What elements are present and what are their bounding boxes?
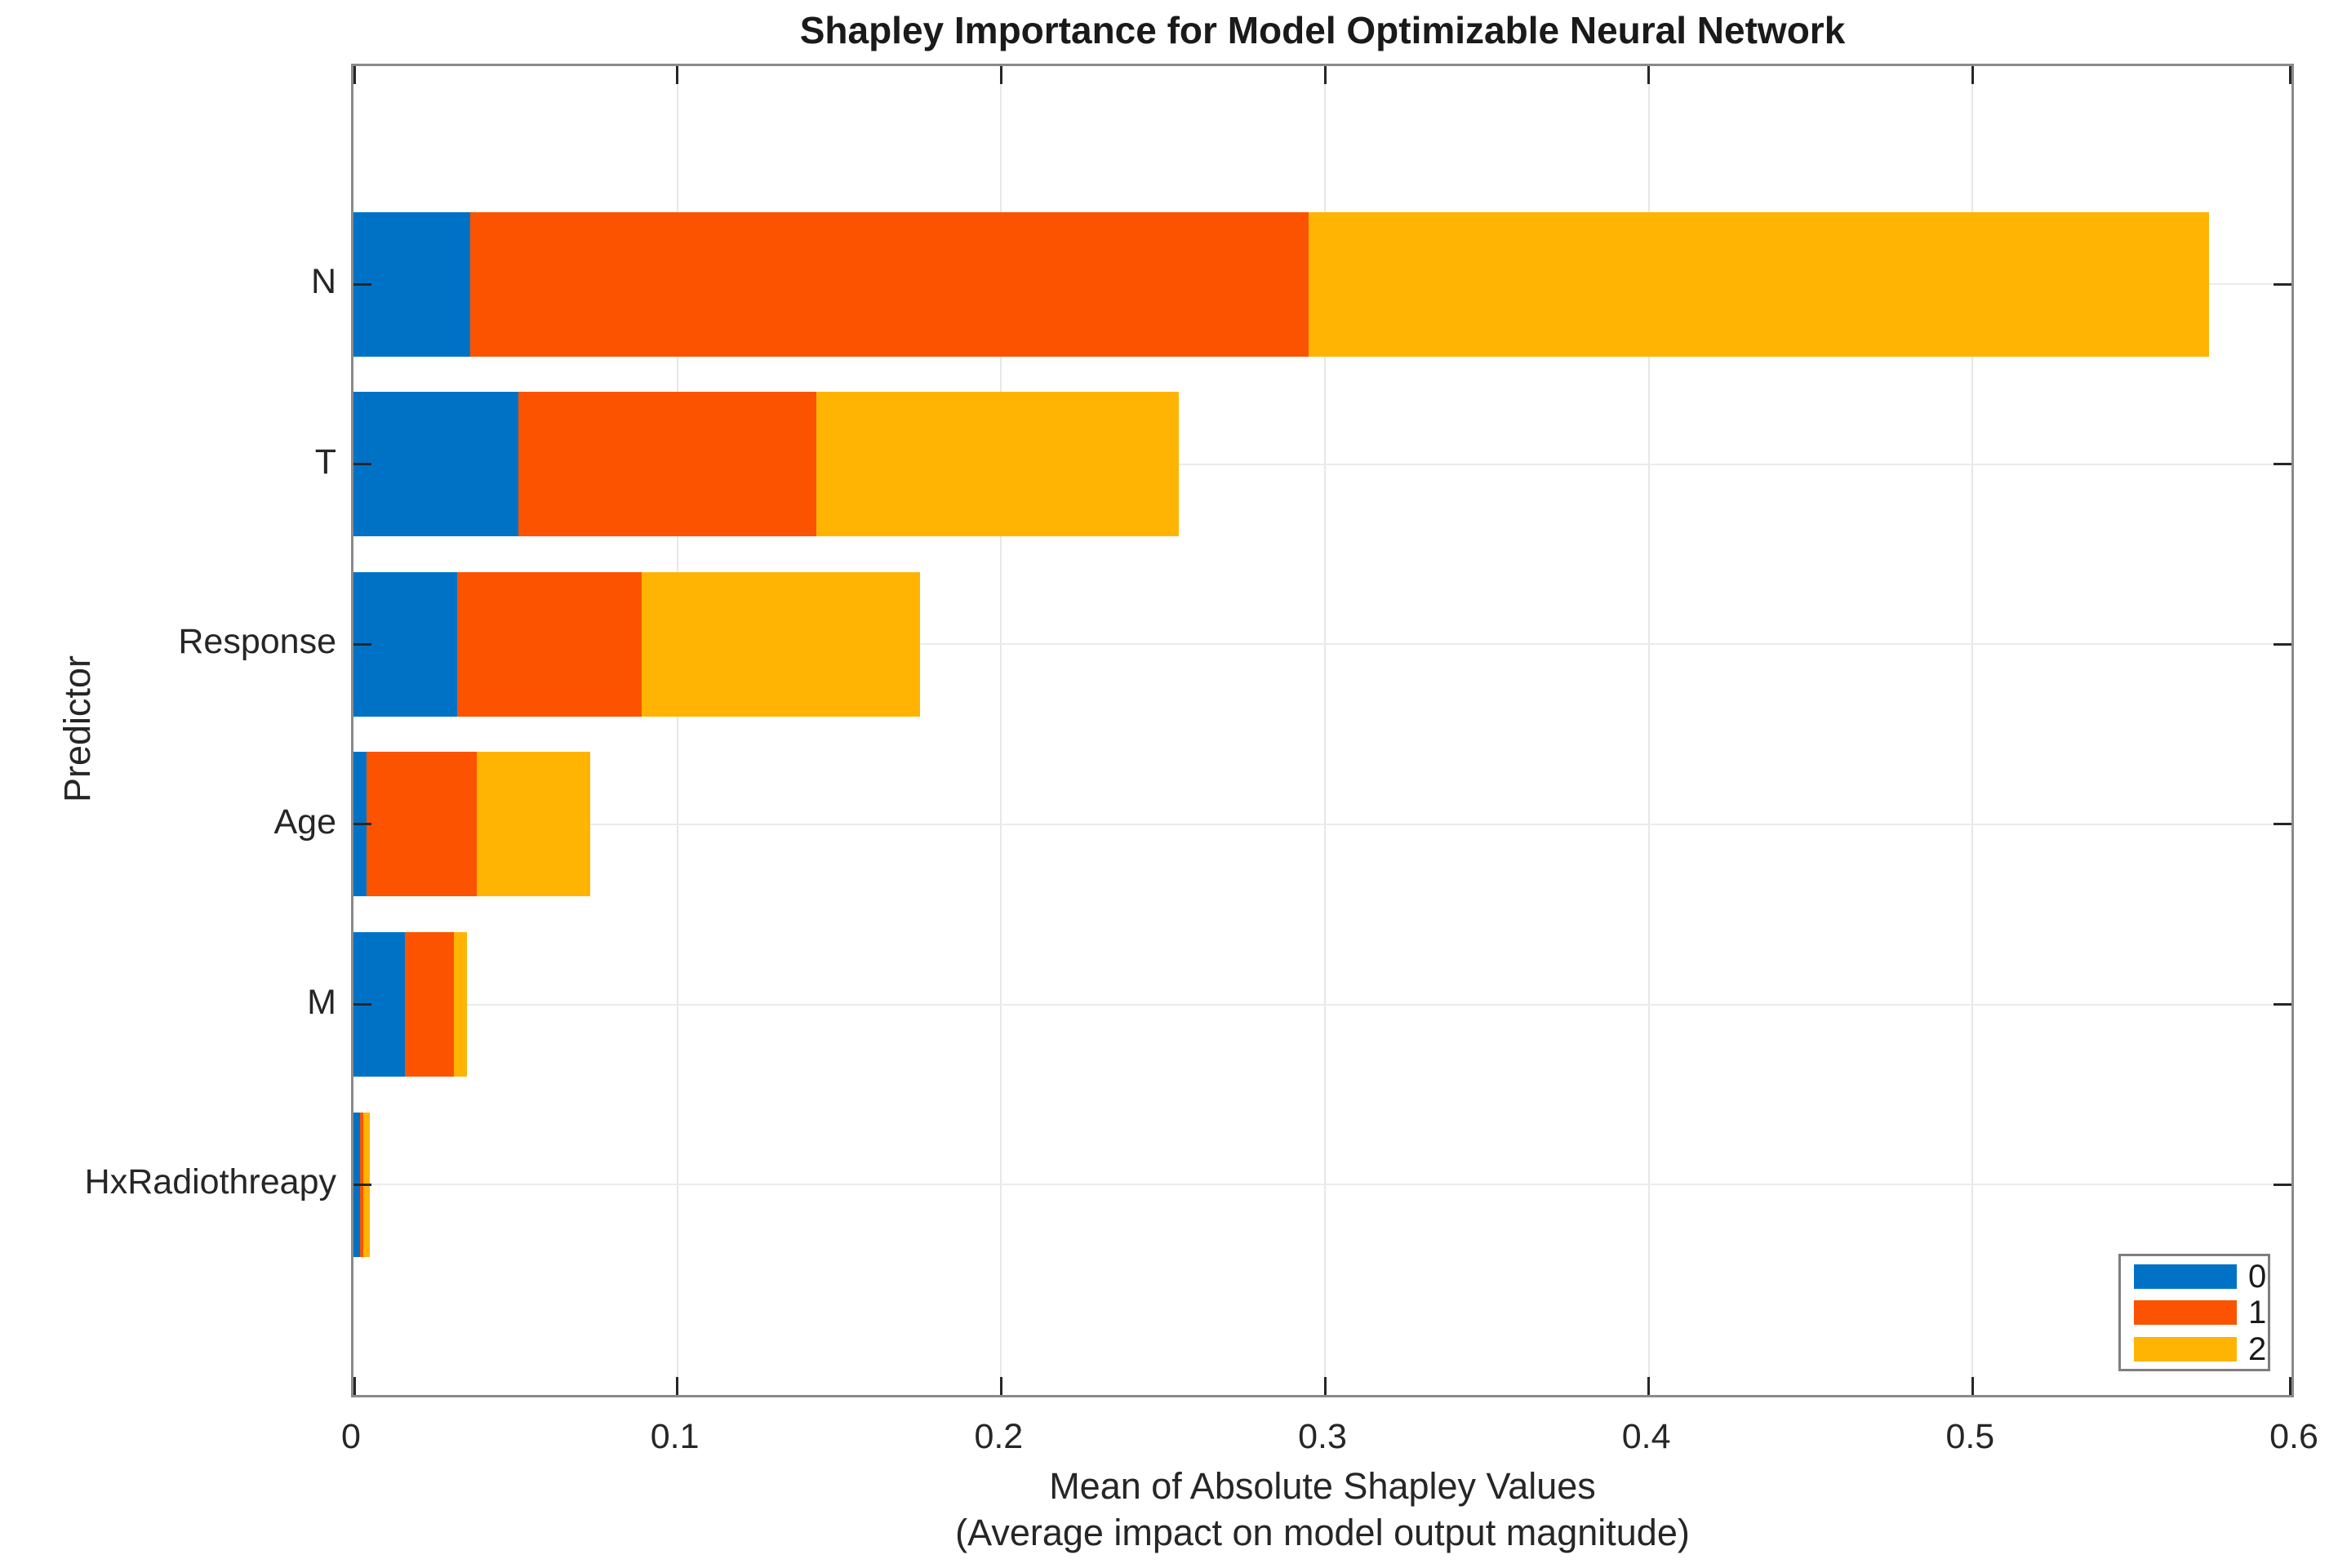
legend-swatch-0: [2134, 1264, 2237, 1289]
bar-row-response: [353, 571, 2296, 717]
x-gridline: [1000, 66, 1002, 1395]
y-tick-label-n: N: [310, 262, 336, 301]
x-tick-label: 0.6: [2269, 1417, 2318, 1456]
y-tick-right: [2274, 823, 2291, 826]
x-tick-bottom: [676, 1377, 679, 1395]
x-tick-bottom: [353, 1377, 356, 1395]
y-tick-label-response: Response: [178, 622, 336, 662]
y-tick-left: [353, 1003, 371, 1006]
bar-segment-n-class0: [353, 211, 470, 357]
legend-item-1: 1: [2134, 1296, 2268, 1329]
x-tick-label: 0.4: [1621, 1417, 1671, 1456]
legend-swatch-2: [2134, 1336, 2237, 1361]
x-tick-top: [1647, 66, 1651, 84]
bar-segment-response-class2: [642, 571, 921, 717]
bar-segment-n-class1: [469, 211, 1309, 357]
x-tick-label: 0.5: [1945, 1417, 1995, 1456]
bar-segment-response-class1: [456, 571, 642, 717]
y-tick-left: [353, 282, 371, 286]
y-tick-right: [2274, 1183, 2291, 1186]
x-tick-bottom: [1647, 1377, 1651, 1395]
y-tick-right: [2274, 642, 2291, 646]
x-tick-top: [2289, 66, 2291, 84]
legend-label-1: 1: [2248, 1295, 2267, 1330]
legend-label-0: 0: [2248, 1258, 2267, 1295]
bar-segment-t-class0: [353, 392, 519, 537]
x-tick-bottom: [999, 1377, 1002, 1395]
y-tick-left: [353, 463, 371, 466]
x-tick-top: [1323, 66, 1327, 84]
y-tick-label-hxradiothreapy: HxRadiothreapy: [84, 1162, 336, 1202]
y-gridline: [353, 643, 2291, 646]
x-tick-top: [999, 66, 1002, 84]
bar-row-m: [353, 932, 2296, 1077]
x-axis-label-line1: Mean of Absolute Shapley Values: [1049, 1465, 1596, 1507]
x-tick-bottom: [1971, 1377, 1974, 1395]
y-gridline: [353, 1003, 2291, 1006]
bar-segment-age-class2: [476, 752, 590, 897]
chart-title: Shapley Importance for Model Optimizable…: [799, 9, 1846, 51]
x-tick-bottom: [2289, 1377, 2291, 1395]
y-gridline: [353, 463, 2291, 465]
bar-segment-m-class2: [453, 932, 467, 1077]
y-tick-label-age: Age: [273, 802, 336, 842]
x-tick-label: 0.2: [974, 1417, 1024, 1456]
y-tick-label-m: M: [307, 982, 336, 1022]
y-tick-left: [353, 642, 371, 646]
y-gridline: [353, 1184, 2291, 1186]
bar-segment-age-class1: [366, 752, 477, 897]
x-tick-top: [353, 66, 356, 84]
y-tick-left: [353, 823, 371, 826]
legend-swatch-1: [2134, 1300, 2237, 1325]
legend-item-2: 2: [2134, 1333, 2268, 1366]
y-tick-right: [2274, 1003, 2291, 1006]
x-tick-top: [676, 66, 679, 84]
x-gridline: [1647, 66, 1650, 1395]
legend-label-2: 2: [2248, 1330, 2267, 1367]
legend-item-0: 0: [2134, 1260, 2268, 1293]
bar-segment-t-class2: [816, 392, 1180, 537]
y-tick-left: [353, 1183, 371, 1186]
bar-segment-n-class2: [1309, 211, 2209, 357]
x-gridline: [1324, 66, 1326, 1395]
y-tick-right: [2274, 463, 2291, 466]
x-tick-top: [1971, 66, 1974, 84]
y-axis-label: Predictor: [56, 655, 98, 803]
x-gridline: [1971, 66, 1974, 1395]
bar-row-age: [353, 752, 2296, 897]
x-tick-label: 0.1: [650, 1417, 700, 1456]
y-gridline: [353, 823, 2291, 825]
bar-segment-t-class1: [518, 392, 817, 537]
bar-row-n: [353, 211, 2296, 357]
y-tick-label-t: T: [314, 442, 336, 482]
x-tick-label: 0.3: [1298, 1417, 1347, 1456]
y-tick-right: [2274, 282, 2291, 286]
bar-row-hxradiothreapy: [353, 1112, 2296, 1257]
x-gridline: [676, 66, 678, 1395]
x-tick-bottom: [1323, 1377, 1327, 1395]
x-axis-label-line2: (Average impact on model output magnitud…: [955, 1512, 1690, 1553]
x-tick-label: 0: [341, 1417, 361, 1456]
bar-row-t: [353, 392, 2296, 537]
bar-segment-m-class1: [405, 932, 454, 1077]
